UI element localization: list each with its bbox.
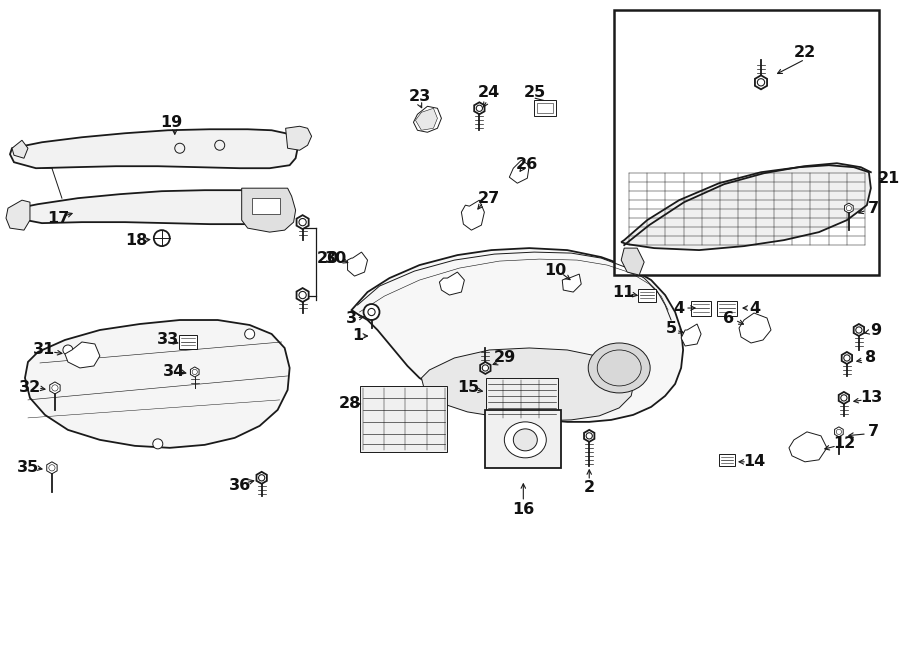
Polygon shape bbox=[6, 200, 30, 230]
Text: 28: 28 bbox=[338, 397, 361, 411]
Polygon shape bbox=[242, 188, 295, 232]
Polygon shape bbox=[416, 108, 437, 130]
Text: 14: 14 bbox=[742, 454, 765, 469]
Text: 6: 6 bbox=[724, 311, 734, 325]
Polygon shape bbox=[789, 432, 827, 462]
Text: 20: 20 bbox=[317, 251, 338, 266]
Polygon shape bbox=[191, 367, 199, 377]
Text: 18: 18 bbox=[125, 233, 147, 248]
Polygon shape bbox=[842, 352, 852, 364]
Polygon shape bbox=[755, 75, 767, 89]
Ellipse shape bbox=[513, 429, 537, 451]
Text: 5: 5 bbox=[666, 321, 677, 336]
Text: 29: 29 bbox=[494, 350, 517, 366]
Polygon shape bbox=[285, 126, 311, 150]
Bar bbox=[535, 100, 556, 116]
Text: 7: 7 bbox=[868, 201, 879, 215]
Polygon shape bbox=[8, 190, 288, 224]
Polygon shape bbox=[854, 324, 864, 336]
Text: 30: 30 bbox=[324, 251, 346, 266]
Text: 24: 24 bbox=[478, 85, 500, 100]
Polygon shape bbox=[681, 324, 701, 346]
Bar bbox=[638, 289, 656, 301]
Bar bbox=[179, 335, 197, 349]
Polygon shape bbox=[844, 203, 853, 213]
Polygon shape bbox=[562, 274, 581, 292]
Circle shape bbox=[364, 304, 380, 320]
Text: 26: 26 bbox=[517, 157, 538, 172]
Text: 35: 35 bbox=[17, 460, 39, 475]
Text: 33: 33 bbox=[157, 332, 179, 348]
Text: 15: 15 bbox=[457, 381, 480, 395]
Polygon shape bbox=[65, 342, 100, 368]
Bar bbox=[252, 198, 280, 214]
Polygon shape bbox=[47, 462, 57, 474]
Polygon shape bbox=[347, 252, 367, 276]
Polygon shape bbox=[621, 165, 871, 250]
Polygon shape bbox=[739, 313, 771, 343]
Polygon shape bbox=[481, 362, 491, 374]
Bar bbox=[691, 301, 711, 315]
Bar bbox=[614, 11, 879, 275]
Bar bbox=[537, 103, 554, 113]
Polygon shape bbox=[413, 106, 441, 132]
Polygon shape bbox=[834, 427, 843, 437]
Text: 2: 2 bbox=[584, 481, 595, 495]
Text: 10: 10 bbox=[544, 262, 566, 278]
Text: 36: 36 bbox=[229, 479, 251, 493]
Bar bbox=[359, 386, 447, 452]
Polygon shape bbox=[297, 215, 309, 229]
Ellipse shape bbox=[589, 343, 650, 393]
Polygon shape bbox=[462, 200, 484, 230]
Text: 12: 12 bbox=[832, 436, 855, 451]
Polygon shape bbox=[50, 382, 60, 394]
Polygon shape bbox=[509, 160, 529, 183]
Polygon shape bbox=[584, 430, 594, 442]
Text: 9: 9 bbox=[870, 323, 881, 338]
Text: 32: 32 bbox=[19, 381, 41, 395]
Polygon shape bbox=[474, 102, 484, 114]
Circle shape bbox=[245, 329, 255, 339]
Text: 34: 34 bbox=[163, 364, 184, 379]
Polygon shape bbox=[839, 392, 849, 404]
Text: 7: 7 bbox=[868, 424, 879, 440]
Polygon shape bbox=[297, 288, 309, 302]
Text: 23: 23 bbox=[409, 89, 430, 104]
Circle shape bbox=[154, 230, 170, 246]
Text: 17: 17 bbox=[47, 211, 69, 225]
Text: 27: 27 bbox=[478, 190, 500, 206]
Polygon shape bbox=[439, 272, 464, 295]
Text: 13: 13 bbox=[860, 391, 882, 405]
Bar bbox=[719, 454, 735, 466]
Text: 8: 8 bbox=[865, 350, 877, 366]
Polygon shape bbox=[352, 248, 683, 422]
Text: 25: 25 bbox=[524, 85, 546, 100]
Ellipse shape bbox=[504, 422, 546, 458]
Bar bbox=[717, 301, 737, 315]
Polygon shape bbox=[256, 472, 266, 484]
Polygon shape bbox=[421, 348, 634, 421]
Circle shape bbox=[153, 439, 163, 449]
Polygon shape bbox=[10, 130, 298, 168]
Bar bbox=[486, 378, 558, 420]
Text: 19: 19 bbox=[161, 115, 183, 130]
Bar bbox=[485, 410, 562, 468]
Text: 21: 21 bbox=[878, 171, 900, 186]
Polygon shape bbox=[621, 248, 644, 275]
Text: 16: 16 bbox=[512, 502, 535, 518]
Text: 11: 11 bbox=[612, 284, 634, 299]
Text: 4: 4 bbox=[673, 301, 685, 315]
Text: 31: 31 bbox=[32, 342, 55, 358]
Text: 22: 22 bbox=[794, 45, 816, 60]
Text: 4: 4 bbox=[750, 301, 760, 315]
Text: 1: 1 bbox=[352, 329, 363, 344]
Polygon shape bbox=[12, 140, 28, 158]
Polygon shape bbox=[25, 320, 290, 448]
Text: 3: 3 bbox=[346, 311, 357, 325]
Circle shape bbox=[63, 345, 73, 355]
